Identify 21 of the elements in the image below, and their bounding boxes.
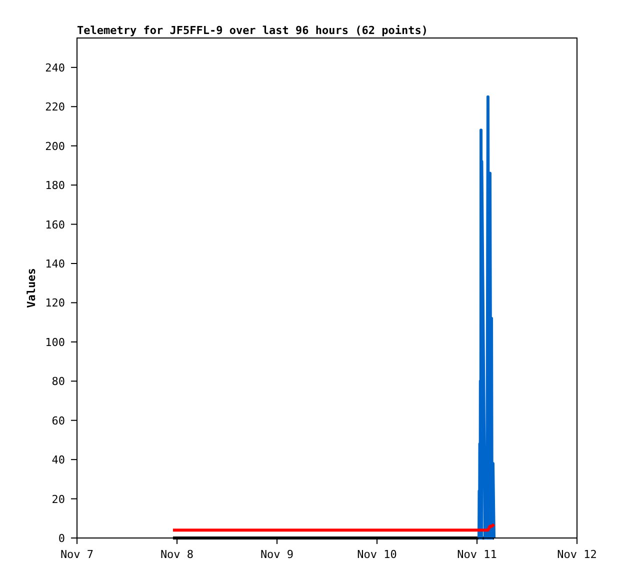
chart-title: Telemetry for JF5FFL-9 over last 96 hours (62 points) — [77, 24, 428, 37]
x-tick-label: Nov 9 — [260, 548, 294, 561]
x-tick-label: Nov 12 — [557, 548, 597, 561]
y-tick-label: 140 — [45, 257, 65, 270]
x-tick-label: Nov 11 — [457, 548, 497, 561]
y-tick-label: 220 — [45, 100, 65, 114]
x-tick-label: Nov 7 — [60, 548, 94, 561]
y-tick-label: 0 — [58, 532, 65, 545]
y-tick-label: 80 — [52, 375, 65, 388]
y-tick-label: 120 — [45, 296, 65, 310]
y-tick-label: 60 — [52, 414, 65, 428]
y-tick-label: 200 — [45, 140, 65, 153]
y-tick-label: 160 — [45, 218, 65, 232]
y-tick-label: 40 — [52, 454, 65, 467]
y-tick-label: 100 — [45, 336, 65, 349]
x-tick-label: Nov 10 — [357, 548, 397, 561]
y-tick-label: 20 — [52, 492, 65, 506]
x-tick-label: Nov 8 — [160, 548, 194, 561]
y-tick-label: 180 — [45, 179, 65, 192]
y-axis-title: Values — [25, 268, 38, 308]
y-tick-label: 240 — [45, 61, 65, 74]
